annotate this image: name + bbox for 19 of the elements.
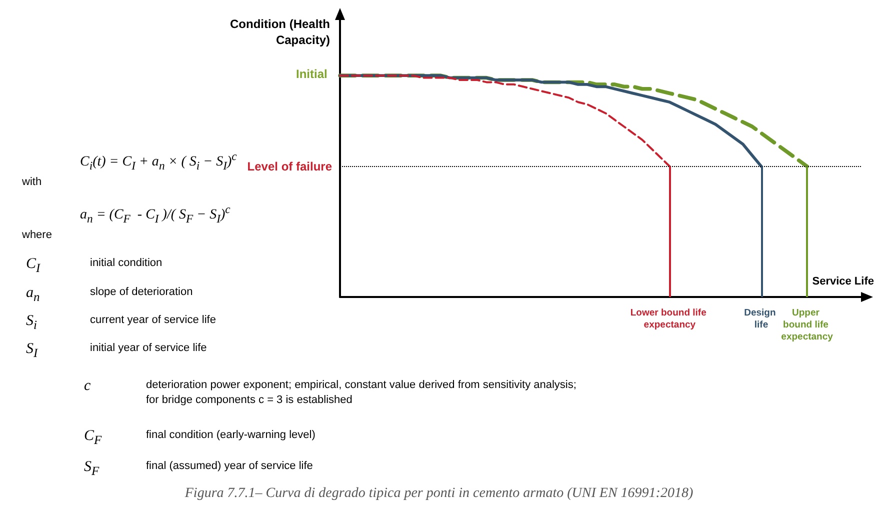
x-tick-label: Upper bound life expectancy: [781, 308, 834, 342]
text: C$_{I}$ initial condition: [26, 256, 162, 275]
text: c deterioration power exponent; empirical, constant value derived from sensitivity analysis; for bridge components c = 3 is established: [84, 378, 576, 406]
text: C$_{F}$ final condition (early-warning level): [84, 428, 316, 447]
text: where: [22, 229, 52, 241]
x-tick-label: Lower bound life expectancy: [630, 308, 710, 330]
text: a$_{n}$ = (C$_{F}$ - C$_{I}$ )/( S$_{F}$ − S$_{I}$)$^{c}$: [80, 203, 230, 226]
y-axis-title: Condition (Health Capacity): [229, 16, 330, 48]
text: S$_{i}$ current year of service life: [26, 313, 216, 332]
x-tick-label: Design life: [744, 308, 778, 330]
text: Initial: [296, 67, 328, 81]
text: S$_{I}$ initial year of service life: [26, 341, 207, 360]
text: a$_{n}$ slope of deterioration: [26, 285, 193, 304]
text: C$_{i}$(t) = C$_{I}$ + a$_{n}$ × ( S$_{i}$ − S$_{I}$)$^{c}$: [80, 150, 237, 172]
ref-line-label: Level of failure: [247, 159, 332, 174]
text: Figura 7.7.1– Curva di degrado tipica per ponti in cemento armato (UNI EN 16991:2018): [184, 486, 694, 502]
x-axis-title: Service Life: [812, 276, 874, 288]
text: with: [22, 176, 42, 188]
text: S$_{F}$ final (assumed) year of service life: [84, 459, 313, 478]
